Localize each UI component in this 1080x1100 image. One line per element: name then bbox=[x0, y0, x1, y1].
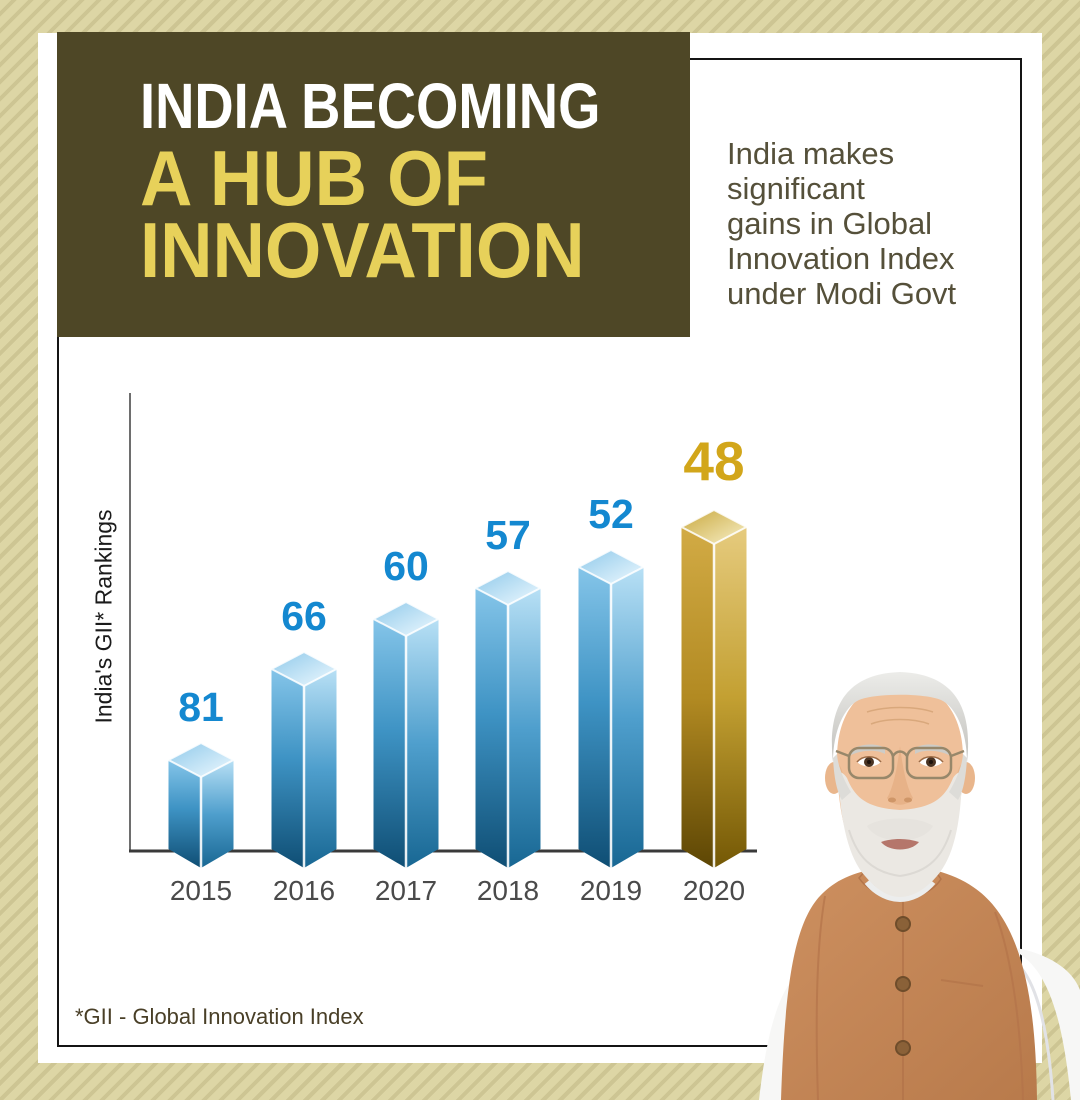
title-accent: A HUB OF INNOVATION bbox=[140, 134, 652, 294]
mustache bbox=[867, 818, 933, 841]
title-line-3: INNOVATION bbox=[140, 206, 585, 294]
title-line-1: INDIA BECOMING bbox=[140, 70, 601, 142]
title-line-2: A HUB OF bbox=[140, 134, 488, 222]
mouth bbox=[881, 839, 919, 850]
subtitle-line: under Modi Govt bbox=[727, 276, 957, 311]
hair bbox=[831, 672, 969, 762]
modi-photo bbox=[759, 672, 1080, 1100]
title-box: INDIA BECOMING A HUB OF INNOVATION bbox=[57, 32, 690, 337]
left-sideburn bbox=[833, 754, 851, 800]
right-sideburn bbox=[949, 754, 967, 800]
vest-button bbox=[895, 1040, 911, 1056]
vest-button bbox=[895, 916, 911, 932]
subtitle-line: gains in Global bbox=[727, 206, 933, 241]
subtitle-line: India makes bbox=[727, 136, 895, 171]
glasses bbox=[835, 746, 965, 780]
subtitle-line: significant bbox=[727, 171, 865, 206]
kurta-collar bbox=[864, 879, 936, 903]
subtitle-line: Innovation Index bbox=[727, 241, 955, 276]
subtitle: India makes significant gains in Global … bbox=[727, 136, 1007, 311]
vest-button bbox=[895, 976, 911, 992]
y-axis-label: India's GII* Rankings bbox=[90, 509, 117, 724]
footnote: *GII - Global Innovation Index bbox=[75, 1004, 364, 1029]
kurta-right-sleeve bbox=[1003, 946, 1080, 1100]
nose bbox=[887, 746, 913, 805]
